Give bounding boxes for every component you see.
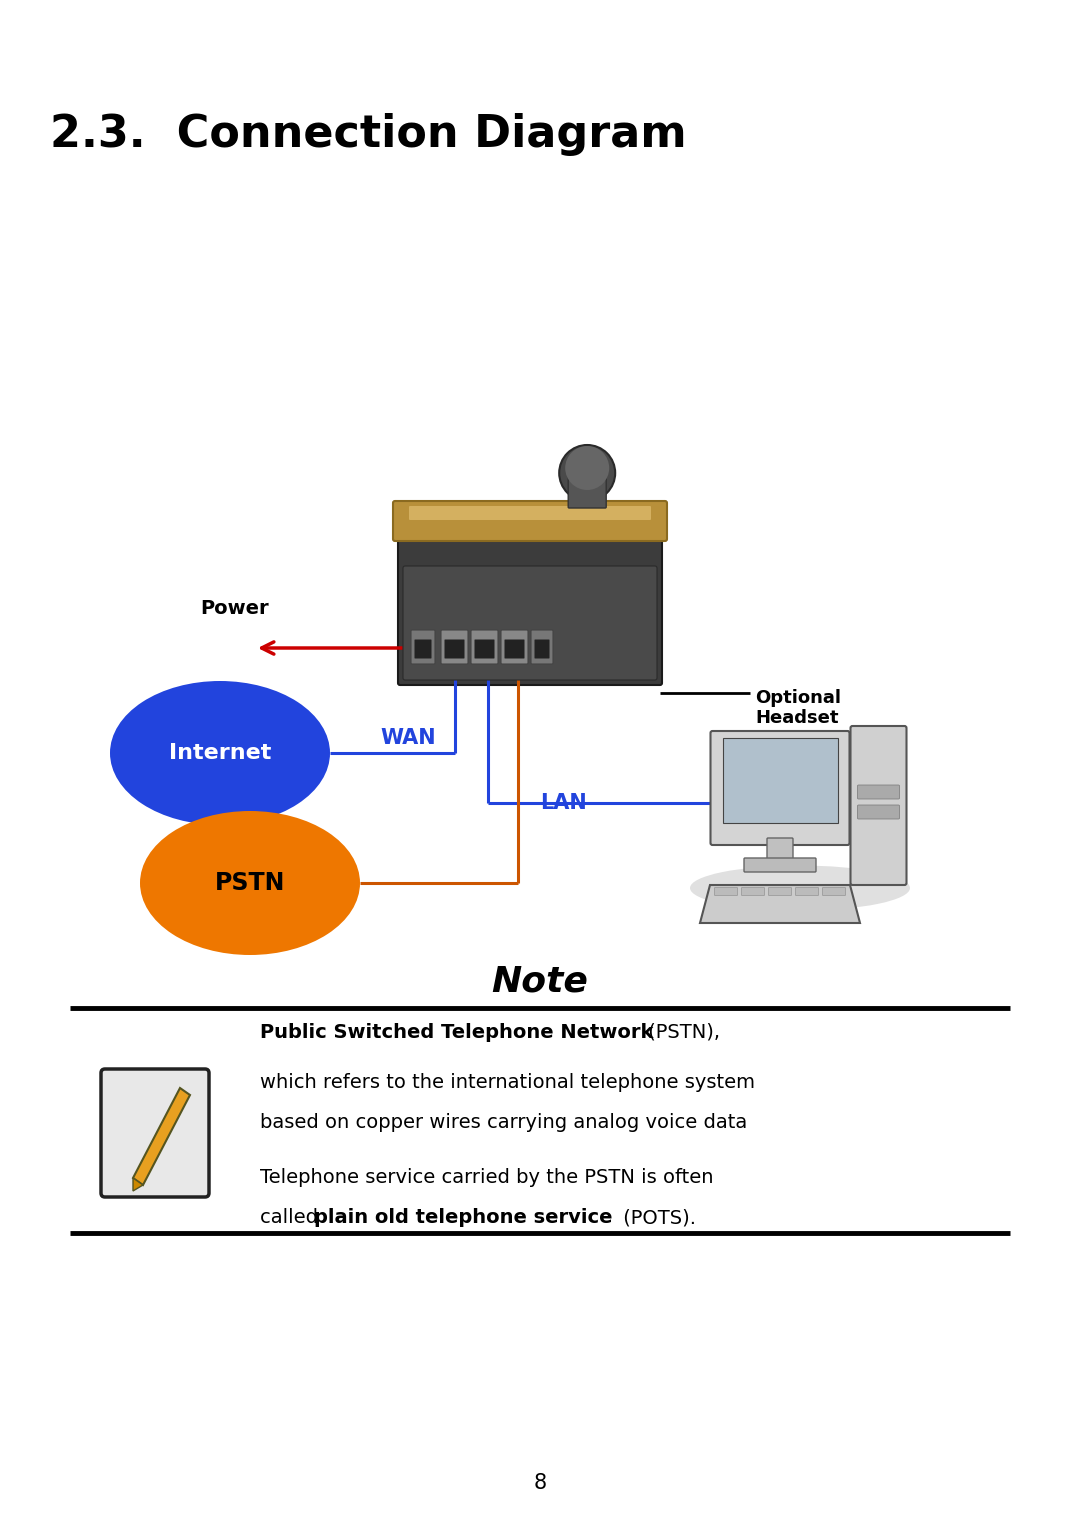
- Text: (POTS).: (POTS).: [617, 1208, 696, 1226]
- FancyBboxPatch shape: [769, 888, 792, 895]
- FancyBboxPatch shape: [535, 639, 550, 659]
- FancyBboxPatch shape: [441, 630, 468, 664]
- FancyBboxPatch shape: [858, 805, 900, 819]
- FancyBboxPatch shape: [851, 727, 906, 885]
- FancyBboxPatch shape: [501, 630, 528, 664]
- Polygon shape: [133, 1177, 143, 1191]
- Polygon shape: [700, 885, 860, 923]
- Text: Optional
Headset: Optional Headset: [755, 688, 841, 727]
- FancyBboxPatch shape: [445, 639, 464, 659]
- FancyBboxPatch shape: [102, 1069, 210, 1197]
- Text: Note: Note: [491, 964, 589, 998]
- FancyBboxPatch shape: [393, 501, 667, 541]
- FancyBboxPatch shape: [474, 639, 495, 659]
- FancyBboxPatch shape: [411, 630, 435, 664]
- FancyBboxPatch shape: [742, 888, 765, 895]
- Text: plain old telephone service: plain old telephone service: [314, 1208, 612, 1226]
- Circle shape: [565, 446, 609, 491]
- FancyBboxPatch shape: [715, 888, 738, 895]
- Text: based on copper wires carrying analog voice data: based on copper wires carrying analog vo…: [260, 1113, 747, 1131]
- Circle shape: [559, 445, 616, 501]
- FancyBboxPatch shape: [504, 639, 525, 659]
- Text: WAN: WAN: [380, 728, 435, 748]
- Text: (PSTN),: (PSTN),: [642, 1023, 720, 1042]
- Text: Internet: Internet: [168, 744, 271, 763]
- Text: 8: 8: [534, 1473, 546, 1493]
- FancyBboxPatch shape: [858, 785, 900, 799]
- FancyBboxPatch shape: [823, 888, 846, 895]
- Text: 2.3.  Connection Diagram: 2.3. Connection Diagram: [50, 113, 687, 156]
- FancyBboxPatch shape: [403, 566, 657, 681]
- Text: which refers to the international telephone system: which refers to the international teleph…: [260, 1073, 755, 1091]
- FancyBboxPatch shape: [767, 839, 793, 862]
- FancyBboxPatch shape: [399, 530, 662, 685]
- FancyBboxPatch shape: [531, 630, 553, 664]
- Text: Telephone service carried by the PSTN is often: Telephone service carried by the PSTN is…: [260, 1168, 714, 1187]
- Ellipse shape: [140, 811, 360, 955]
- Text: Public Switched Telephone Network: Public Switched Telephone Network: [260, 1023, 653, 1042]
- Polygon shape: [133, 1088, 190, 1185]
- Text: LAN: LAN: [540, 793, 586, 812]
- Ellipse shape: [110, 681, 330, 825]
- FancyBboxPatch shape: [796, 888, 819, 895]
- FancyBboxPatch shape: [415, 639, 432, 659]
- Text: Power: Power: [200, 599, 269, 618]
- FancyBboxPatch shape: [409, 506, 651, 520]
- Text: called: called: [260, 1208, 324, 1226]
- Ellipse shape: [690, 866, 910, 911]
- FancyBboxPatch shape: [744, 858, 816, 872]
- Text: PSTN: PSTN: [215, 871, 285, 895]
- FancyBboxPatch shape: [711, 731, 850, 845]
- FancyBboxPatch shape: [471, 630, 498, 664]
- FancyBboxPatch shape: [568, 466, 606, 507]
- FancyBboxPatch shape: [723, 737, 837, 823]
